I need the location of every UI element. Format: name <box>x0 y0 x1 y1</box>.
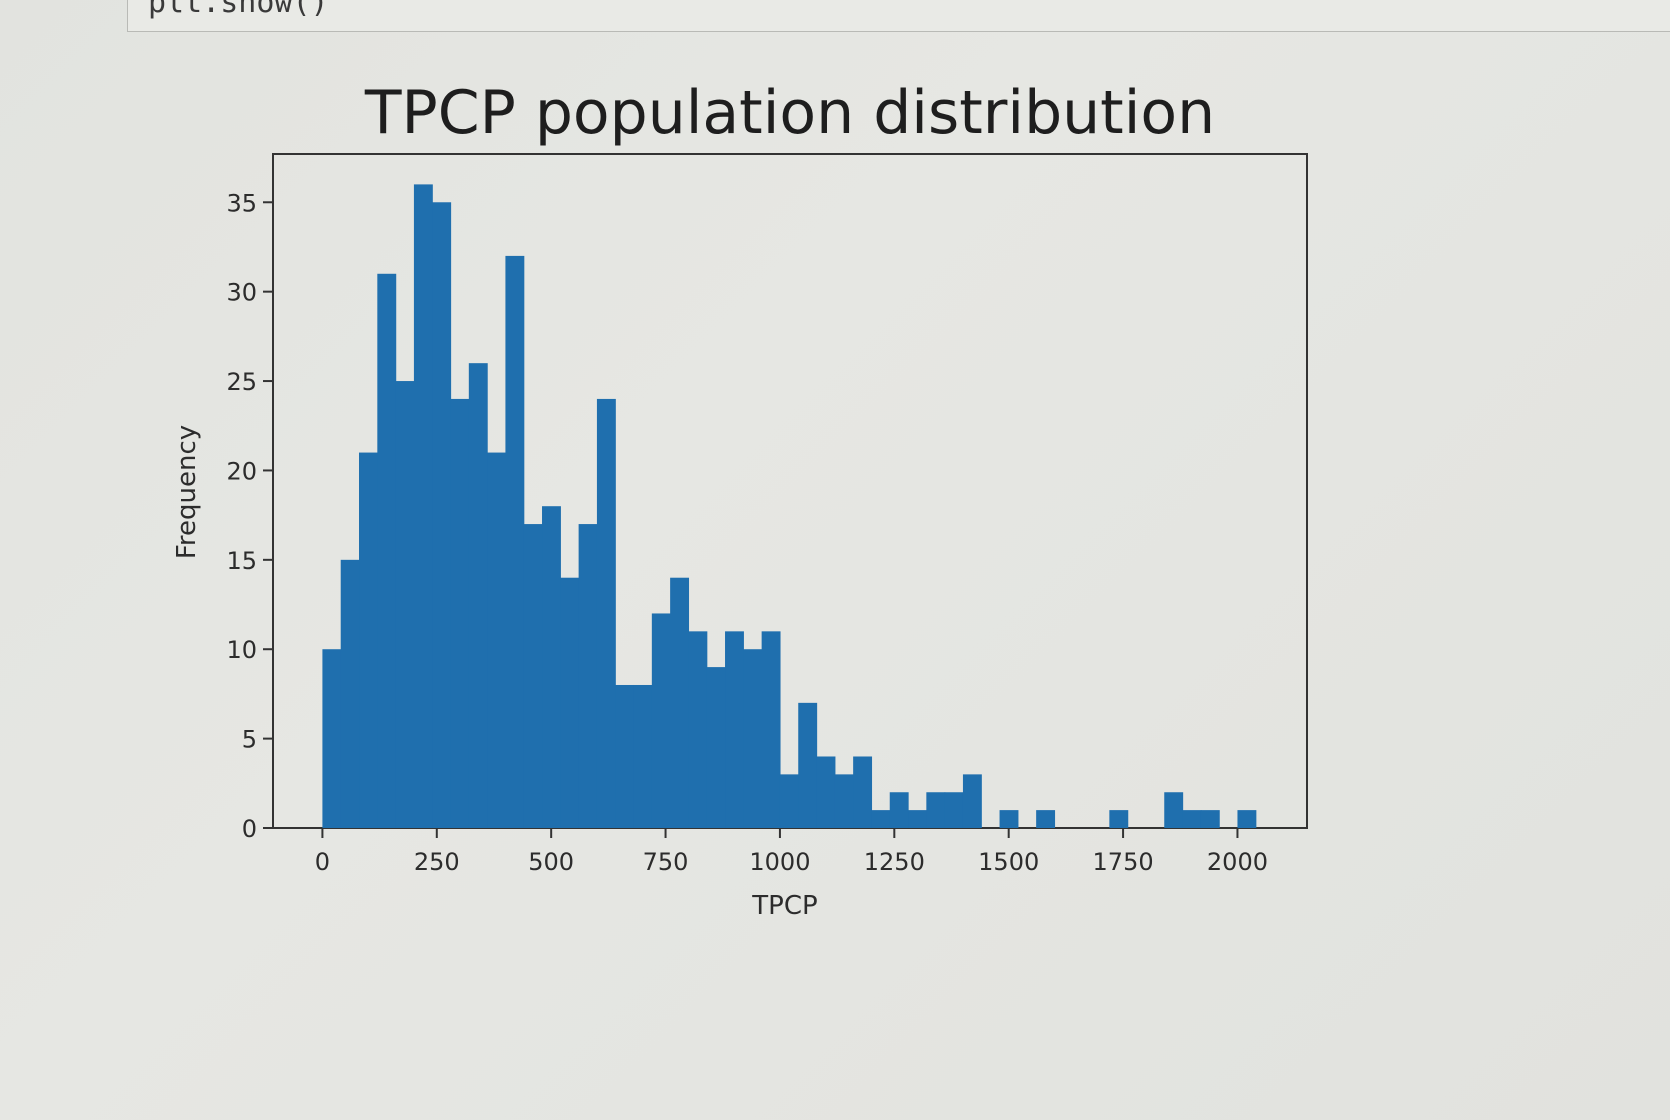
y-tick-label: 35 <box>226 189 257 217</box>
histogram-bar <box>1036 810 1056 828</box>
histogram-bar <box>688 631 708 828</box>
histogram-bar <box>505 255 525 828</box>
histogram-bar <box>725 631 744 828</box>
histogram-bar <box>560 577 580 828</box>
y-axis-ticks: 0 5 10 15 20 25 30 35 <box>226 189 273 843</box>
x-axis-ticks: 0 250 500 750 1000 1250 1500 1750 2000 <box>315 828 1268 876</box>
histogram-bar <box>1164 792 1184 828</box>
histogram-bar <box>377 273 397 828</box>
x-tick-label: 750 <box>643 848 689 876</box>
histogram-bar <box>450 398 470 828</box>
histogram-bar <box>944 792 964 828</box>
histogram-bar <box>926 792 946 828</box>
histogram-bar <box>487 452 507 828</box>
x-tick-label: 250 <box>414 848 460 876</box>
y-tick-label: 10 <box>226 636 257 664</box>
y-tick-label: 25 <box>226 368 257 396</box>
histogram-bar <box>871 810 891 828</box>
y-tick-label: 0 <box>242 815 257 843</box>
histogram-bar <box>670 577 690 828</box>
histogram-bar <box>432 202 452 828</box>
histogram-bar <box>578 524 598 828</box>
histogram-bar <box>1237 810 1257 828</box>
histogram-bar <box>834 774 854 828</box>
histogram-bar <box>706 667 726 828</box>
histogram-bar <box>523 524 543 828</box>
code-cell[interactable]: plt.show() <box>127 0 1670 32</box>
histogram-bar <box>962 774 982 828</box>
histogram-bar <box>542 506 561 828</box>
y-tick-label: 20 <box>226 457 257 485</box>
y-axis-label: Frequency <box>172 425 202 559</box>
x-tick-label: 0 <box>315 848 330 876</box>
histogram-bar <box>651 613 671 828</box>
chart-title: TPCP population distribution <box>364 78 1215 148</box>
y-tick-label: 5 <box>242 726 257 754</box>
bars-group <box>322 184 1257 828</box>
histogram-bar <box>908 810 927 828</box>
histogram-bar <box>359 452 378 828</box>
y-tick-label: 15 <box>226 547 257 575</box>
histogram-bar <box>633 684 653 828</box>
histogram-bar <box>999 810 1019 828</box>
x-tick-label: 1250 <box>864 848 925 876</box>
histogram-bar <box>468 363 488 828</box>
histogram-bar <box>340 559 360 828</box>
histogram-bar <box>798 702 818 828</box>
y-tick-label: 30 <box>226 279 257 307</box>
histogram-bar <box>816 756 836 828</box>
x-axis-label: TPCP <box>751 891 817 921</box>
histogram-bar <box>615 684 635 828</box>
histogram-bar <box>395 381 415 828</box>
histogram-bar <box>322 649 342 828</box>
x-tick-label: 1000 <box>749 848 810 876</box>
histogram-bar <box>1109 810 1129 828</box>
histogram-bar <box>853 756 873 828</box>
histogram-bar <box>413 184 433 828</box>
histogram-bar <box>743 649 763 828</box>
x-tick-label: 500 <box>528 848 574 876</box>
x-tick-label: 2000 <box>1207 848 1268 876</box>
histogram-bar <box>779 774 799 828</box>
histogram-bar <box>889 792 909 828</box>
histogram-bar <box>761 631 781 828</box>
histogram-bar <box>1182 810 1202 828</box>
histogram-bar <box>596 398 616 828</box>
x-tick-label: 1500 <box>978 848 1039 876</box>
histogram-bar <box>1200 810 1220 828</box>
x-tick-label: 1750 <box>1093 848 1154 876</box>
code-line: plt.show() <box>148 0 329 20</box>
